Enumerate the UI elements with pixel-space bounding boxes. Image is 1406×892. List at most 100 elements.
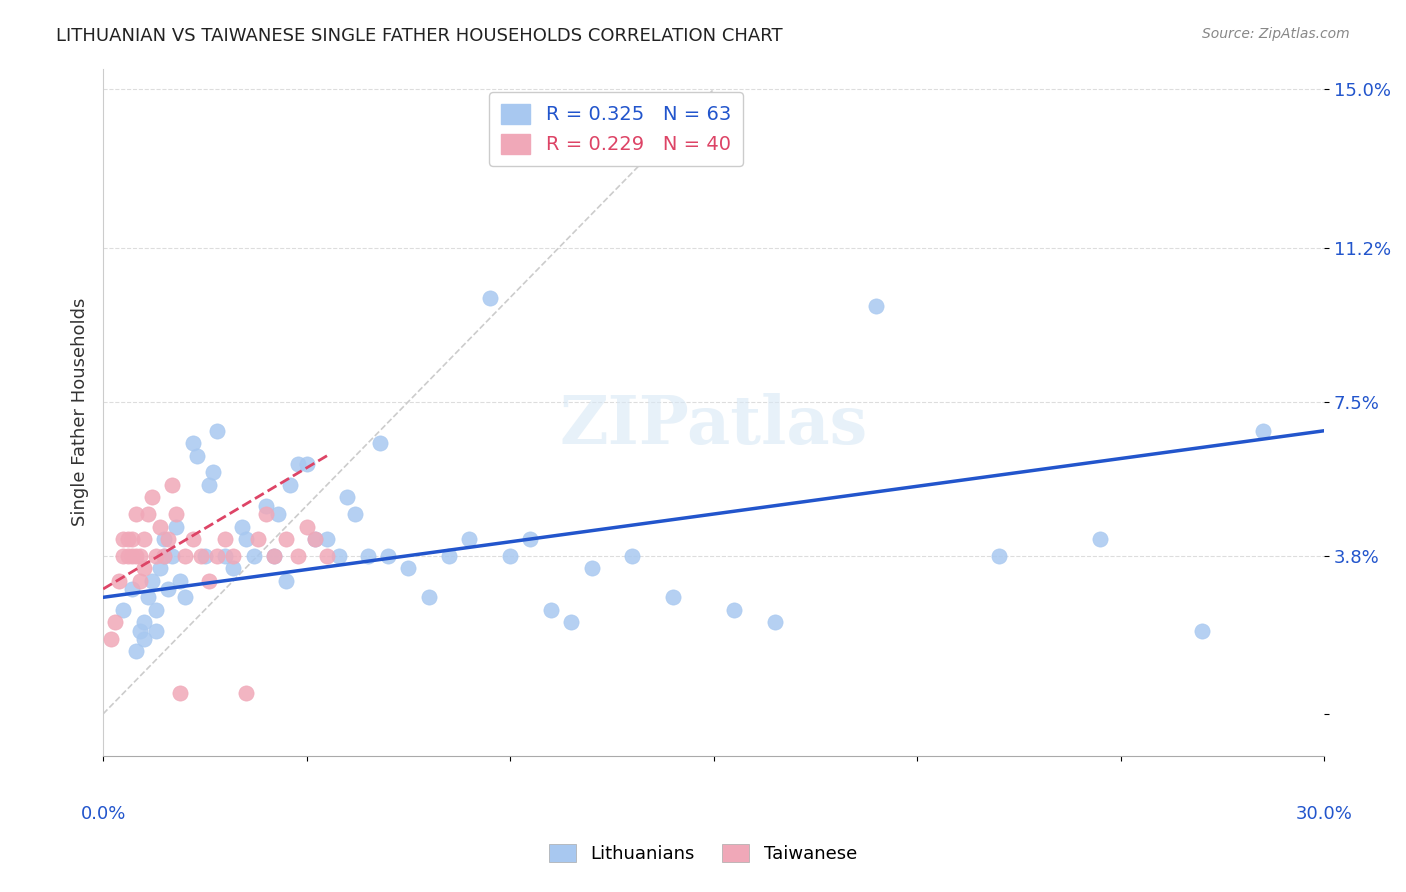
Point	[344, 507, 367, 521]
Point	[280, 478, 302, 492]
Point	[368, 436, 391, 450]
Point	[231, 519, 253, 533]
Point	[295, 519, 318, 533]
Point	[1251, 424, 1274, 438]
Text: 30.0%: 30.0%	[1296, 805, 1353, 823]
Point	[316, 549, 339, 563]
Point	[287, 549, 309, 563]
Point	[153, 532, 176, 546]
Point	[328, 549, 350, 563]
Point	[190, 549, 212, 563]
Point	[458, 532, 481, 546]
Point	[132, 561, 155, 575]
Point	[121, 549, 143, 563]
Point	[149, 561, 172, 575]
Point	[723, 603, 745, 617]
Point	[304, 532, 326, 546]
Point	[181, 532, 204, 546]
Point	[108, 574, 131, 588]
Point	[214, 532, 236, 546]
Point	[222, 561, 245, 575]
Point	[149, 519, 172, 533]
Point	[132, 615, 155, 630]
Point	[165, 507, 187, 521]
Point	[540, 603, 562, 617]
Text: Source: ZipAtlas.com: Source: ZipAtlas.com	[1202, 27, 1350, 41]
Point	[763, 615, 786, 630]
Point	[263, 549, 285, 563]
Point	[560, 615, 582, 630]
Point	[173, 591, 195, 605]
Point	[287, 457, 309, 471]
Point	[214, 549, 236, 563]
Point	[162, 478, 184, 492]
Point	[396, 561, 419, 575]
Point	[125, 549, 148, 563]
Point	[157, 532, 180, 546]
Point	[194, 549, 217, 563]
Point	[128, 549, 150, 563]
Point	[581, 561, 603, 575]
Point	[865, 299, 887, 313]
Point	[202, 466, 225, 480]
Point	[145, 603, 167, 617]
Point	[153, 549, 176, 563]
Point	[357, 549, 380, 563]
Point	[235, 532, 257, 546]
Point	[418, 591, 440, 605]
Point	[246, 532, 269, 546]
Point	[121, 532, 143, 546]
Point	[136, 591, 159, 605]
Point	[117, 532, 139, 546]
Point	[336, 491, 359, 505]
Point	[125, 644, 148, 658]
Point	[205, 424, 228, 438]
Text: LITHUANIAN VS TAIWANESE SINGLE FATHER HOUSEHOLDS CORRELATION CHART: LITHUANIAN VS TAIWANESE SINGLE FATHER HO…	[56, 27, 783, 45]
Point	[157, 582, 180, 596]
Legend: R = 0.325   N = 63, R = 0.229   N = 40: R = 0.325 N = 63, R = 0.229 N = 40	[489, 92, 742, 166]
Point	[1191, 624, 1213, 638]
Point	[276, 532, 298, 546]
Point	[117, 549, 139, 563]
Point	[169, 574, 191, 588]
Point	[304, 532, 326, 546]
Point	[186, 449, 208, 463]
Point	[104, 615, 127, 630]
Point	[621, 549, 644, 563]
Point	[377, 549, 399, 563]
Point	[1090, 532, 1112, 546]
Text: 0.0%: 0.0%	[80, 805, 125, 823]
Point	[128, 574, 150, 588]
Point	[519, 532, 541, 546]
Point	[132, 632, 155, 646]
Point	[316, 532, 339, 546]
Point	[198, 574, 221, 588]
Point	[173, 549, 195, 563]
Point	[145, 624, 167, 638]
Point	[198, 478, 221, 492]
Point	[181, 436, 204, 450]
Text: ZIPatlas: ZIPatlas	[560, 393, 868, 458]
Point	[295, 457, 318, 471]
Point	[162, 549, 184, 563]
Point	[205, 549, 228, 563]
Point	[132, 532, 155, 546]
Point	[141, 574, 163, 588]
Point	[165, 519, 187, 533]
Point	[128, 624, 150, 638]
Point	[112, 549, 135, 563]
Point	[263, 549, 285, 563]
Point	[276, 574, 298, 588]
Point	[121, 582, 143, 596]
Point	[242, 549, 264, 563]
Y-axis label: Single Father Households: Single Father Households	[72, 298, 89, 526]
Point	[254, 499, 277, 513]
Legend: Lithuanians, Taiwanese: Lithuanians, Taiwanese	[538, 833, 868, 874]
Point	[267, 507, 290, 521]
Point	[169, 686, 191, 700]
Point	[662, 591, 685, 605]
Point	[987, 549, 1010, 563]
Point	[125, 507, 148, 521]
Point	[136, 507, 159, 521]
Point	[145, 549, 167, 563]
